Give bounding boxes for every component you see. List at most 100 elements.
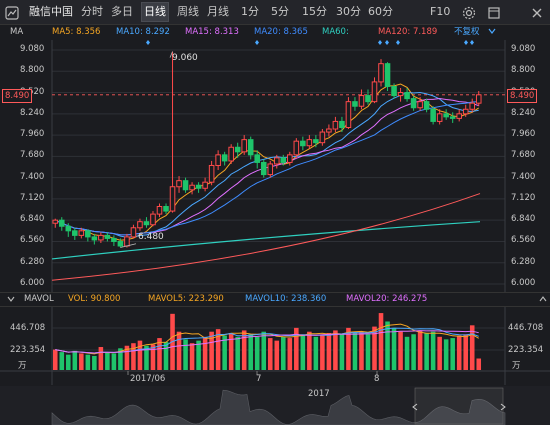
candle-body [397,92,404,97]
mavol20-line [55,330,479,354]
volume-bar [202,336,208,370]
candle-body [52,219,59,224]
volume-bar [176,331,182,370]
price-tick-right: 6.000 [511,278,536,288]
volume-bar [79,353,84,370]
ma15-value: MA15: 8.313 [185,27,239,37]
volume-bar [105,352,110,370]
candle-body [391,85,397,97]
event-marker [396,40,400,45]
volume-bar [463,334,468,370]
period-intraday[interactable]: 分时 [81,5,103,18]
ma20-value: MA20: 8.365 [254,27,308,37]
volume-bar [248,334,253,370]
candle-body [378,63,384,83]
period-multiday[interactable]: 多日 [111,5,133,18]
candle-body [65,225,72,232]
candle-body [58,219,65,227]
ma120-line [51,193,481,281]
window-icon[interactable] [487,5,501,19]
price-tick-left: 9.080 [20,44,45,54]
volume-bar [430,331,436,370]
volume-bar [424,332,429,370]
price-tick-left: 7.680 [20,150,45,161]
volume-bar [352,332,358,370]
volume-legend: MAVOL VOL: 90.800 MAVOL5: 223.290 MAVOL1… [0,292,550,307]
volume-bar [476,358,482,370]
candle-body [313,139,319,144]
candle-body [456,113,462,119]
settings-icon[interactable] [462,5,476,20]
candle-body [104,234,111,239]
volume-bar [307,331,312,370]
period-weekly[interactable]: 周线 [177,5,199,18]
mavol5-value: MAVOL5: 223.290 [148,294,224,304]
period-5min[interactable]: 5分 [271,5,289,18]
price-tick-left: 6.280 [20,256,45,267]
f10-button[interactable]: F10 [430,5,451,18]
collapse-icon[interactable] [6,293,16,311]
period-15min[interactable]: 15分 [302,5,327,18]
overview-window [414,387,504,425]
period-monthly[interactable]: 月线 [207,5,229,18]
volume-bar [287,338,293,370]
volume-bar [241,330,247,370]
price-tick-right: 6.840 [511,214,536,225]
candle-body [319,131,326,144]
candle-body [78,230,85,236]
event-marker [385,40,389,45]
candle-body [228,146,234,162]
candle-body [91,236,98,241]
volume-bar [313,336,319,370]
volume-bar [222,335,227,370]
event-marker [255,40,259,45]
ma10-value: MA10: 8.292 [116,27,170,37]
stock-name[interactable]: 融信中国 [29,5,73,18]
volume-bar [98,347,104,370]
vol-axis-right-mid: 223.354 [508,345,544,355]
candle-body [358,95,365,107]
volume-bar [372,326,377,370]
candle-body [475,94,482,104]
expand-icon[interactable] [538,293,548,311]
price-tick-right: 6.560 [511,235,536,246]
price-tick-right: 7.680 [511,150,536,161]
volume-bar [235,336,240,370]
volume-bar [189,343,195,370]
date-label-aug: 8 [374,374,380,384]
candle-body [326,128,332,133]
volume-bar [469,325,475,370]
overview-year-label: 2017 [308,389,330,399]
price-tick-left: 6.560 [20,235,45,246]
candle-body [306,139,313,147]
candle-body [365,95,371,103]
volume-bar [365,334,371,370]
period-60min[interactable]: 60分 [368,5,393,18]
volume-bar [333,330,338,370]
ma5-value: MA5: 8.356 [52,27,101,37]
price-tick-left: 8.800 [20,65,45,76]
event-marker [464,40,468,45]
vol-value: VOL: 90.800 [68,294,121,304]
volume-bar [209,331,214,370]
candle-body [98,234,104,241]
mavol20-value: MAVOL20: 246.275 [346,294,428,304]
volume-bar [92,355,97,370]
adjust-dropdown-icon[interactable] [487,24,497,43]
candle-body [430,108,436,122]
candle-body [339,120,345,128]
adjust-toggle[interactable]: 不复权 [454,27,480,37]
period-daily[interactable]: 日线 [141,2,169,22]
candle-body [293,140,300,156]
period-1min[interactable]: 1分 [241,5,259,18]
period-30min[interactable]: 30分 [336,5,361,18]
volume-bar [385,321,390,370]
dashboard-icon[interactable] [5,5,19,20]
close-icon[interactable] [530,5,544,19]
candle-body [267,163,274,176]
volume-bar [274,340,280,370]
candle-body [130,227,137,238]
candle-body [352,101,358,107]
candle-body [371,81,378,103]
